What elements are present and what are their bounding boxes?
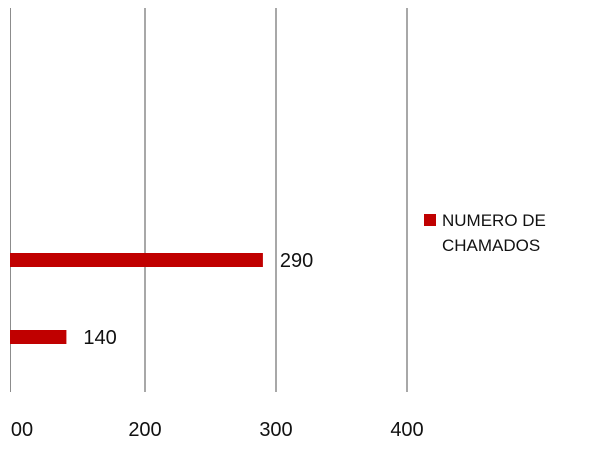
x-tick-label: 00 [11, 419, 33, 441]
legend-swatch [424, 214, 436, 226]
x-tick-label: 400 [390, 419, 423, 441]
bar [10, 330, 67, 344]
data-label: 290 [280, 250, 313, 272]
bars [10, 253, 263, 344]
data-labels: 140 290 [83, 250, 313, 349]
bar [10, 253, 263, 267]
legend-label: NUMERO DE CHAMADOS [442, 211, 546, 255]
x-axis-tick-labels: 00 200 300 400 [11, 419, 424, 441]
legend: NUMERO DE CHAMADOS [424, 208, 582, 258]
data-label: 140 [83, 327, 116, 349]
gridlines [10, 8, 408, 392]
x-tick-label: 200 [128, 419, 161, 441]
x-tick-label: 300 [259, 419, 292, 441]
